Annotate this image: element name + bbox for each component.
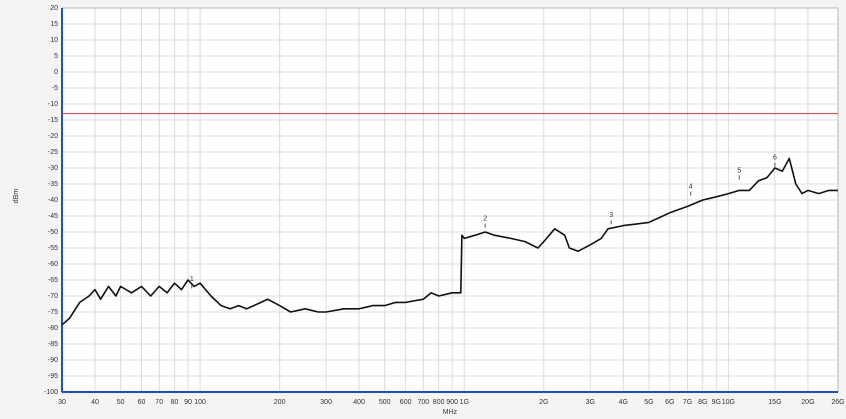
x-tick-label: 10G	[722, 399, 735, 406]
x-tick-label: 700	[417, 399, 429, 406]
y-tick-label: -50	[48, 229, 58, 236]
x-tick-label: 20G	[801, 399, 814, 406]
y-tick-label: -80	[48, 325, 58, 332]
trace	[61, 157, 838, 326]
y-axis-label: dBm	[13, 189, 20, 204]
y-tick-label: -85	[48, 341, 58, 348]
x-tick-label: 15G	[768, 399, 781, 406]
y-tick-label: -5	[52, 85, 58, 92]
x-tick-label: 6G	[665, 399, 674, 406]
y-tick-label: -25	[48, 149, 58, 156]
marker-label: 2	[483, 215, 487, 222]
x-tick-label: 400	[353, 399, 365, 406]
marker-label: 6	[773, 155, 777, 162]
y-tick-label: -60	[48, 261, 58, 268]
x-tick-label: 1G	[460, 399, 469, 406]
x-tick-label: 5G	[644, 399, 653, 406]
y-tick-label: 15	[50, 21, 58, 28]
y-tick-label: -65	[48, 277, 58, 284]
x-tick-label: 9G	[712, 399, 721, 406]
marker-label: 3	[609, 212, 613, 219]
x-tick-label: 8G	[698, 399, 707, 406]
x-tick-label: 600	[400, 399, 412, 406]
y-tick-label: 5	[54, 53, 58, 60]
y-tick-label: -10	[48, 101, 58, 108]
x-tick-label: 50	[117, 399, 125, 406]
x-tick-label: 70	[155, 399, 163, 406]
x-tick-label: 300	[320, 399, 332, 406]
x-tick-label: 800	[433, 399, 445, 406]
y-tick-label: -45	[48, 213, 58, 220]
marker-label: 1	[190, 276, 194, 283]
y-tick-label: 20	[50, 5, 58, 12]
y-tick-label: -40	[48, 197, 58, 204]
x-tick-label: 90	[184, 399, 192, 406]
x-axis-label: MHz	[443, 409, 458, 416]
x-tick-label: 26G	[831, 399, 844, 406]
x-tick-label: 7G	[683, 399, 692, 406]
y-tick-label: -20	[48, 133, 58, 140]
y-tick-label: -70	[48, 293, 58, 300]
x-tick-label: 30	[58, 399, 66, 406]
y-tick-label: 10	[50, 37, 58, 44]
y-tick-label: -100	[44, 389, 58, 396]
y-tick-label: -35	[48, 181, 58, 188]
x-tick-label: 900	[446, 399, 458, 406]
y-tick-label: -30	[48, 165, 58, 172]
y-tick-label: -95	[48, 373, 58, 380]
x-tick-label: 40	[91, 399, 99, 406]
y-tick-label: -15	[48, 117, 58, 124]
x-tick-label: 4G	[619, 399, 628, 406]
x-tick-label: 2G	[539, 399, 548, 406]
marker-label: 4	[689, 183, 693, 190]
x-tick-label: 3G	[586, 399, 595, 406]
x-tick-label: 80	[171, 399, 179, 406]
x-tick-label: 200	[274, 399, 286, 406]
y-tick-label: -75	[48, 309, 58, 316]
x-tick-label: 60	[138, 399, 146, 406]
x-tick-label: 100	[194, 399, 206, 406]
y-tick-label: -55	[48, 245, 58, 252]
y-tick-label: 0	[54, 69, 58, 76]
x-tick-label: 500	[379, 399, 391, 406]
marker-label: 5	[737, 167, 741, 174]
y-tick-label: -90	[48, 357, 58, 364]
